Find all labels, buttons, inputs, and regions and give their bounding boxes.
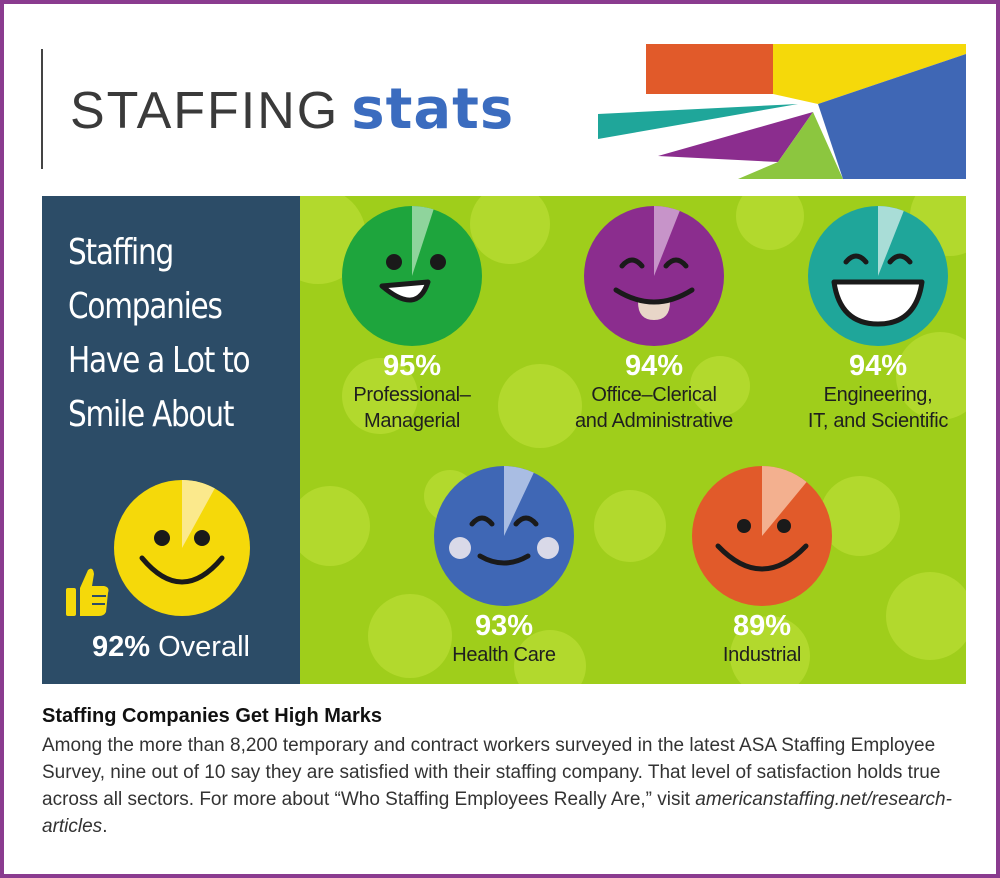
- caption-text: Among the more than 8,200 temporary and …: [42, 735, 941, 810]
- score-wedge: [504, 466, 534, 536]
- score-wedge: [654, 206, 680, 276]
- headline-line: Staffing: [68, 232, 174, 273]
- left-panel: Staffing Companies Have a Lot to Smile A…: [42, 196, 300, 684]
- overall-text: Overall: [158, 631, 250, 663]
- sector-item: 94% Office–Clerical and Administrative: [554, 204, 754, 434]
- header-title-bold: stats: [351, 77, 515, 142]
- overall-label: 92% Overall: [42, 631, 300, 664]
- sector-item: 89% Industrial: [672, 464, 852, 668]
- header-pie-blue: [818, 54, 966, 179]
- headline: Staffing Companies Have a Lot to Smile A…: [68, 226, 257, 442]
- header-pie-graphic: [598, 44, 966, 179]
- sector-percent: 94%: [848, 350, 908, 382]
- caption: Staffing Companies Get High Marks Among …: [42, 702, 972, 840]
- score-wedge: [762, 466, 807, 536]
- sector-percent: 89%: [732, 610, 792, 642]
- background-bubbles: [300, 196, 966, 684]
- sector-label: Managerial: [364, 410, 460, 432]
- sector-item: 93% Health Care: [414, 464, 594, 668]
- header-pie-lime: [738, 112, 843, 179]
- smiley-face-icon: [584, 206, 724, 346]
- smiley-face-icon: [342, 206, 482, 346]
- caption-link[interactable]: americanstaffing.net/research-articles: [42, 789, 952, 837]
- smiley-face-icon: [434, 466, 574, 606]
- sector-panel: 95% Professional– Managerial 94% Office–Cler…: [300, 196, 966, 684]
- sector-label: and Administrative: [574, 410, 734, 432]
- sector-percent: 95%: [382, 350, 442, 382]
- caption-end: .: [102, 816, 108, 837]
- headline-line: Have a Lot to: [68, 340, 251, 381]
- overall-percent: 92%: [92, 631, 151, 663]
- smiley-face-icon: [808, 206, 948, 346]
- header-pie-teal: [598, 104, 798, 139]
- header-pie-orange: [646, 44, 773, 94]
- sector-item: 94% Engineering, IT, and Scientific: [788, 204, 966, 434]
- header-title-light: STAFFING: [70, 82, 340, 140]
- overall-score-wedge: [182, 480, 215, 548]
- score-wedge: [878, 206, 904, 276]
- sector-label: Office–Clerical: [591, 384, 717, 406]
- sector-label: IT, and Scientific: [807, 410, 949, 432]
- sector-percent: 93%: [474, 610, 534, 642]
- sector-label: Industrial: [722, 644, 802, 666]
- caption-body: Among the more than 8,200 temporary and …: [42, 732, 972, 840]
- sector-label: Engineering,: [823, 384, 933, 406]
- header-divider: [41, 49, 43, 169]
- caption-title: Staffing Companies Get High Marks: [42, 705, 383, 727]
- headline-line: Smile About: [68, 394, 234, 435]
- smiley-face-icon: [692, 466, 832, 606]
- thumbs-up-icon: [66, 568, 109, 616]
- score-wedge: [412, 206, 434, 276]
- sector-label: Health Care: [452, 644, 556, 666]
- sector-label: Professional–: [353, 384, 471, 406]
- headline-line: Companies: [68, 286, 223, 327]
- header-pie-yellow: [773, 44, 966, 104]
- header-title: STAFFING stats: [70, 80, 514, 141]
- sector-percent: 94%: [624, 350, 684, 382]
- sector-item: 95% Professional– Managerial: [322, 204, 502, 434]
- overall-smiley-face-icon: [114, 480, 250, 616]
- header-pie-purple: [658, 112, 813, 162]
